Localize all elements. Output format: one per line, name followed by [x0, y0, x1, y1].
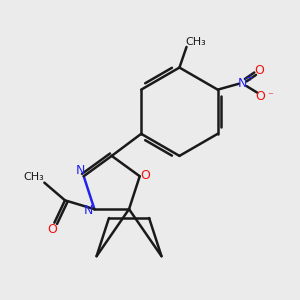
Text: N: N — [238, 77, 247, 90]
Text: CH₃: CH₃ — [185, 37, 206, 47]
Text: O: O — [48, 223, 58, 236]
Text: +: + — [245, 73, 253, 83]
Text: CH₃: CH₃ — [23, 172, 44, 182]
Text: N: N — [76, 164, 86, 177]
Text: N: N — [84, 204, 93, 217]
Text: O: O — [254, 64, 264, 77]
Text: O: O — [141, 169, 151, 182]
Text: O: O — [255, 90, 265, 103]
Text: ⁻: ⁻ — [267, 92, 273, 102]
